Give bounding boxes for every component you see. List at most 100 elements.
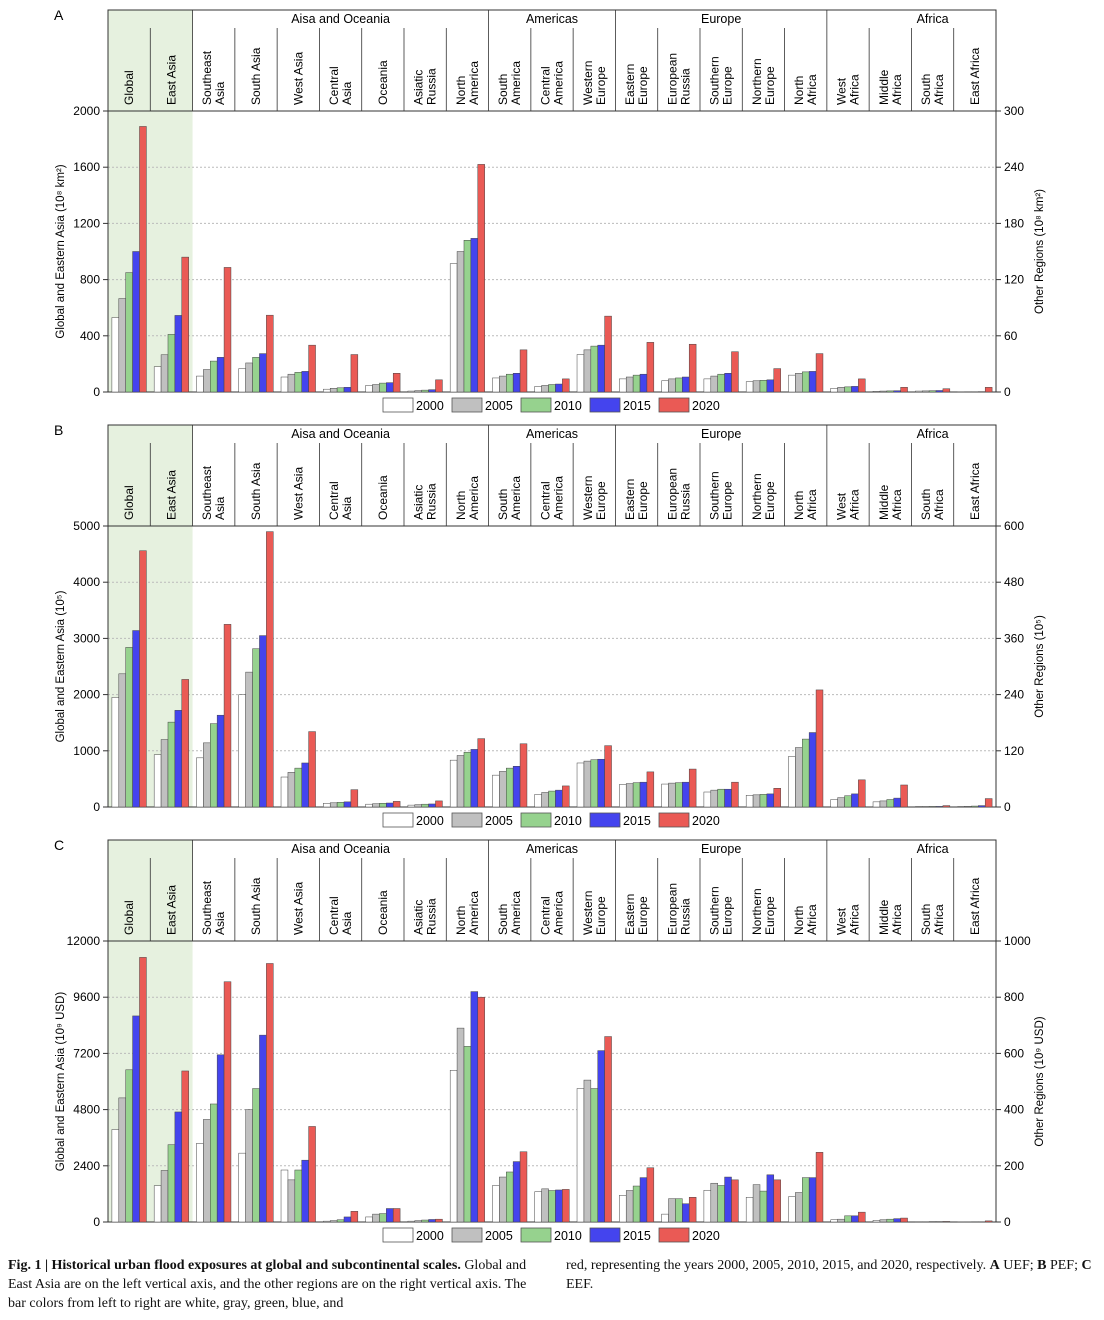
panel-a-bar-southeast-asia-2000 xyxy=(196,375,204,393)
panel-b-bar-west-asia-2020 xyxy=(308,731,316,808)
panel-c-bar-northern-europe-2020 xyxy=(773,1179,781,1223)
panel-a-region-americas: Americas xyxy=(526,12,578,26)
panel-b-bar-oceania-2010 xyxy=(379,803,387,808)
panel-b-legend-swatch-2020 xyxy=(658,812,690,828)
panel-b-right-tick-label: 360 xyxy=(1004,631,1024,645)
panel-b-bar-middle-africa-2000 xyxy=(872,801,881,808)
panel-c-category-label-southeast-asia: Asia xyxy=(213,911,227,935)
panel-c-legend-label-2015: 2015 xyxy=(623,1229,651,1243)
panel-b-bar-global-2000 xyxy=(111,697,120,808)
panel-b-bar-west-asia-2010 xyxy=(294,767,302,808)
panel-b-bar-south-america-2010 xyxy=(506,767,514,808)
panel-b-left-axis-label: Global and Eastern Asia (10⁵) xyxy=(55,590,67,742)
panel-a-plot-frame xyxy=(107,110,997,393)
panel-c-legend-label-2010: 2010 xyxy=(554,1229,582,1243)
panel-c-left-tick-label: 12000 xyxy=(67,934,101,948)
panel-c-region-americas: Americas xyxy=(526,842,578,856)
panel-a-category-label-southeast-asia: Southeast xyxy=(200,50,214,105)
panel-b-right-tick-label: 240 xyxy=(1004,688,1024,702)
panel-b-category-label-oceania: Oceania xyxy=(376,475,390,520)
panel-a-bar-south-asia-2005 xyxy=(245,362,253,393)
panel-c-bar-south-america-2020 xyxy=(519,1151,528,1223)
panel-a-right-tick-label: 300 xyxy=(1004,104,1024,118)
panel-b-left-tick-label: 1000 xyxy=(73,744,100,758)
panel-b-bar-south-asia-2020 xyxy=(266,531,274,808)
panel-a-bar-middle-africa-2015 xyxy=(893,390,901,393)
panel-b-bar-east-asia-2015 xyxy=(174,710,183,808)
panel-a-bar-eastern-europe-2005 xyxy=(625,376,634,393)
panel-b-bar-north-africa-2020 xyxy=(815,689,824,808)
panel-b-bar-east-asia-2000 xyxy=(153,754,162,808)
panel-b-bar-european-russia-2005 xyxy=(668,782,676,808)
panel-b-bar-central-asia-2020 xyxy=(350,789,359,808)
panel-b-bar-west-africa-2000 xyxy=(830,799,838,808)
panel-c-bar-central-america-2020 xyxy=(562,1189,570,1223)
panel-b-category-label-central-asia: Asia xyxy=(340,496,354,520)
panel-a-left-axis-label: Global and Eastern Asia (10⁸ km²) xyxy=(55,164,67,338)
panel-a-bar-western-europe-2000 xyxy=(576,354,585,393)
panel-c-right-tick-label: 600 xyxy=(1004,1046,1024,1060)
panel-b-category-label-southern-europe: Southern xyxy=(708,471,722,520)
panel-c-bar-central-asia-2000 xyxy=(323,1220,331,1223)
panel-b-bar-north-america-2010 xyxy=(463,751,472,808)
panel-a-category-label-west-asia: West Asia xyxy=(291,52,305,105)
panel-a-category-label-north-africa: North xyxy=(792,76,806,105)
caption-text-c: EEF. xyxy=(566,1277,594,1292)
panel-a-legend-swatch-2015 xyxy=(589,397,621,413)
panel-b-category-label-north-africa: North xyxy=(792,491,806,520)
figure-caption-left: Fig. 1 | Historical urban flood exposure… xyxy=(8,1256,538,1313)
panel-c-bar-asiatic-russia-2020 xyxy=(435,1218,443,1223)
panel-c-bar-oceania-2010 xyxy=(379,1213,387,1223)
panel-b-category-label-northern-europe: Northern xyxy=(750,473,764,520)
panel-c-category-label-west-africa: Africa xyxy=(848,904,862,935)
panel-c-bar-southeast-asia-2010 xyxy=(210,1103,218,1223)
panel-b-bar-middle-africa-2005 xyxy=(879,800,888,808)
panel-a-bar-oceania-2000 xyxy=(365,385,373,393)
panel-c-bar-european-russia-2000 xyxy=(661,1213,669,1223)
panel-a-bar-west-africa-2020 xyxy=(858,378,866,393)
panel-b-legend-swatch-2000 xyxy=(382,812,414,828)
panel-b-bar-east-africa-2010 xyxy=(971,805,979,808)
panel-a-category-label-eastern-europe: Europe xyxy=(636,66,650,105)
panel-c-category-label-european-russia: European xyxy=(665,883,679,935)
panel-c-bar-southern-europe-2000 xyxy=(703,1189,712,1223)
panel-c-category-label-east-africa: East Africa xyxy=(968,877,982,935)
panel-c-bar-north-america-2000 xyxy=(449,1070,458,1223)
panel-b-bar-south-america-2000 xyxy=(492,774,500,808)
panel-c-bar-western-europe-2005 xyxy=(583,1079,592,1223)
panel-b-right-tick-label: 120 xyxy=(1004,744,1024,758)
panel-a-bar-european-russia-2005 xyxy=(668,378,676,393)
panel-c-category-label-north-america: North xyxy=(454,906,468,935)
panel-a-category-label-south-asia: South Asia xyxy=(249,47,263,105)
panel-c-legend-swatch-2000 xyxy=(382,1227,414,1243)
panel-a-bar-east-asia-2000 xyxy=(153,366,162,393)
panel-b-region-africa: Africa xyxy=(917,427,949,441)
panel-c-bar-south-africa-2020 xyxy=(942,1221,951,1223)
panel-b-left-tick-label: 4000 xyxy=(73,575,100,589)
panel-a-bar-western-europe-2015 xyxy=(597,344,605,393)
panel-b-bar-northern-europe-2000 xyxy=(745,795,754,808)
panel-c-category-label-western-europe: Western xyxy=(581,891,595,935)
panel-b-bar-central-america-2005 xyxy=(541,792,549,808)
panel-a-bar-west-asia-2020 xyxy=(308,344,316,393)
panel-c-bar-east-africa-2020 xyxy=(984,1220,993,1223)
panel-a-bar-oceania-2010 xyxy=(379,382,387,393)
panel-c-bar-west-asia-2005 xyxy=(287,1179,296,1223)
panel-a-bar-northern-europe-2005 xyxy=(752,380,761,393)
panel-c-bar-south-america-2005 xyxy=(499,1176,507,1223)
panel-a-bar-southern-europe-2020 xyxy=(731,351,739,393)
panel-c-bar-global-2000 xyxy=(111,1129,120,1223)
panel-a-bar-north-america-2015 xyxy=(470,238,479,393)
panel-c-bar-central-america-2015 xyxy=(555,1189,563,1223)
panel-c-left-tick-label: 9600 xyxy=(73,990,100,1004)
panel-c-bar-east-asia-2005 xyxy=(160,1170,169,1223)
panel-b-bar-west-asia-2015 xyxy=(301,762,309,808)
panel-b-left-tick-label: 5000 xyxy=(73,519,100,533)
panel-a-bar-oceania-2005 xyxy=(372,384,380,393)
panel-c-left-tick-label: 7200 xyxy=(73,1046,100,1060)
panel-b-bar-west-africa-2015 xyxy=(851,793,859,808)
panel-b-bar-east-africa-2005 xyxy=(964,806,972,808)
panel-b-category-label-north-america: North xyxy=(454,491,468,520)
panel-b-bar-east-asia-2005 xyxy=(160,739,169,808)
panel-a-legend-label-2015: 2015 xyxy=(623,399,651,413)
